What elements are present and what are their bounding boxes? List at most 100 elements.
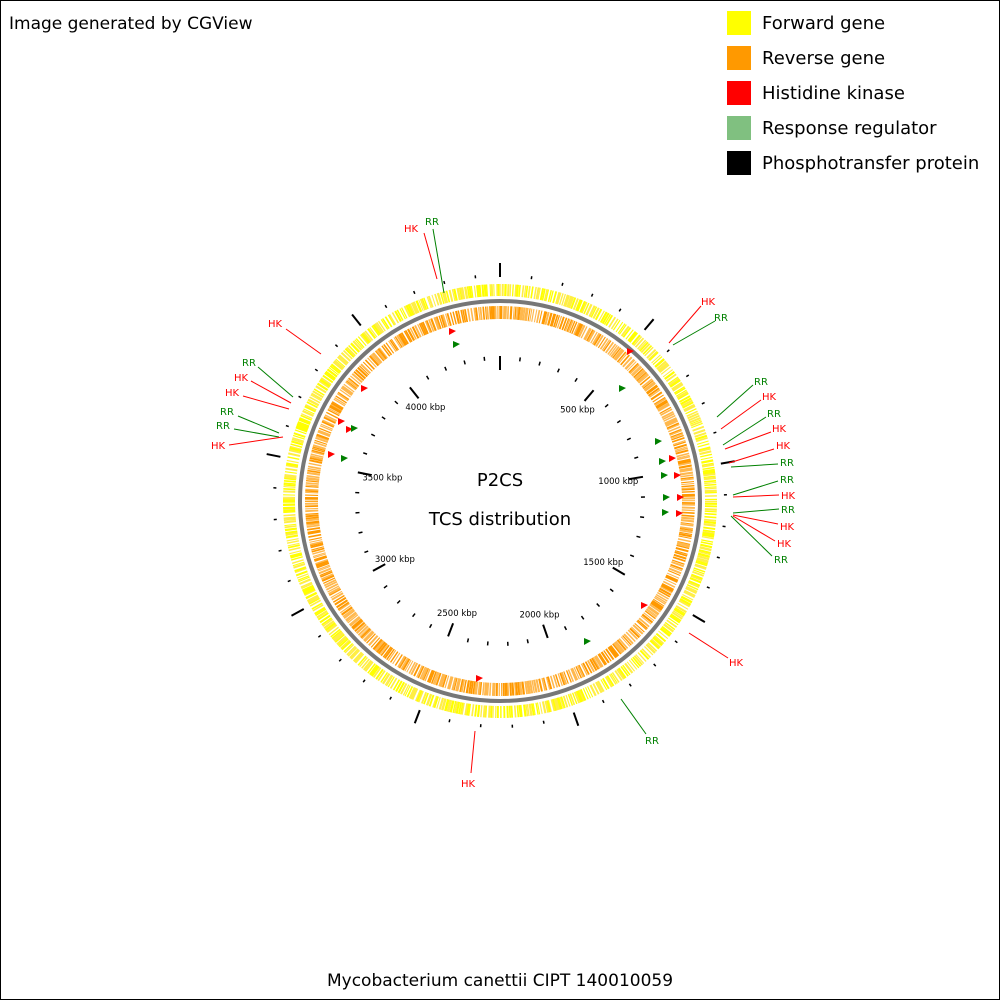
forward-gene [678, 599, 691, 608]
forward-gene [283, 514, 296, 517]
feature-label: HK [268, 319, 283, 330]
forward-gene [579, 300, 587, 313]
reverse-gene [671, 434, 684, 441]
forward-gene [627, 331, 637, 342]
reverse-gene [643, 612, 655, 622]
forward-gene [310, 392, 323, 401]
forward-gene [317, 612, 329, 621]
reverse-gene [675, 449, 689, 455]
legend-swatch [727, 116, 751, 140]
forward-gene [673, 608, 686, 617]
forward-gene [423, 692, 429, 705]
leader-line [716, 384, 754, 418]
reverse-gene [309, 541, 324, 547]
forward-gene [527, 285, 531, 299]
forward-gene [689, 576, 702, 584]
forward-gene [415, 300, 423, 313]
reverse-gene [402, 658, 411, 671]
forward-gene [530, 703, 535, 716]
reverse-gene [486, 306, 490, 320]
forward-gene [285, 464, 298, 469]
forward-gene [700, 541, 713, 546]
forward-gene [460, 287, 465, 300]
reverse-gene [639, 375, 651, 386]
forward-gene [617, 667, 627, 679]
reverse-gene [657, 402, 670, 411]
forward-gene [311, 602, 323, 610]
feature-arrow [663, 494, 670, 501]
reverse-gene [677, 458, 691, 464]
forward-gene [576, 690, 584, 703]
forward-gene [547, 289, 552, 302]
reverse-gene [554, 315, 561, 328]
forward-gene [319, 378, 331, 388]
forward-gene [541, 288, 546, 301]
reverse-gene [343, 609, 356, 619]
inner-tick [370, 433, 376, 437]
forward-gene [355, 338, 365, 349]
reverse-gene [514, 306, 517, 320]
forward-gene [411, 301, 419, 314]
reverse-gene [345, 381, 357, 391]
forward-gene [594, 308, 603, 321]
forward-gene [659, 627, 671, 637]
reverse-gene [545, 676, 551, 690]
forward-gene [585, 687, 592, 699]
reverse-gene [424, 668, 431, 682]
inner-tick [396, 599, 401, 604]
tick-label: 3500 kbp [362, 473, 402, 483]
leader-line [285, 328, 322, 355]
inner-tick [426, 375, 430, 380]
reverse-gene [349, 616, 361, 627]
outer-tick [384, 304, 388, 309]
reverse-gene [665, 575, 678, 583]
forward-gene [290, 556, 303, 561]
forward-gene [664, 621, 676, 631]
reverse-gene [370, 354, 381, 365]
reverse-gene [618, 352, 628, 364]
reverse-gene [519, 307, 523, 321]
reverse-gene [403, 330, 412, 343]
forward-gene [464, 703, 469, 716]
forward-gene [601, 312, 610, 325]
feature-arrow [641, 602, 648, 609]
reverse-gene [463, 679, 467, 693]
reverse-gene [439, 674, 446, 688]
forward-gene [283, 488, 296, 491]
forward-gene [608, 673, 617, 685]
backbone [298, 299, 702, 703]
forward-gene [284, 527, 297, 532]
outer-tick [266, 453, 281, 458]
reverse-gene [428, 670, 436, 684]
reverse-gene [634, 369, 646, 380]
outer-tick [287, 579, 291, 583]
reverse-gene [315, 435, 329, 442]
forward-gene [439, 292, 445, 305]
outer-tick [412, 290, 416, 295]
forward-gene [465, 703, 470, 716]
inner-tick [629, 554, 635, 558]
reverse-gene [677, 538, 691, 543]
forward-gene [622, 664, 631, 676]
reverse-gene [337, 391, 350, 401]
forward-gene [449, 700, 455, 713]
reverse-gene [339, 604, 352, 614]
forward-gene [312, 604, 324, 612]
forward-gene [681, 399, 693, 407]
forward-gene [610, 318, 619, 330]
forward-gene [588, 305, 596, 318]
reverse-gene [418, 323, 426, 336]
forward-gene [644, 346, 654, 357]
reverse-gene [660, 584, 674, 593]
leader-line [732, 515, 776, 542]
reverse-gene [389, 339, 398, 352]
forward-gene [340, 351, 352, 362]
reverse-gene [309, 539, 323, 543]
forward-gene [488, 705, 491, 718]
reverse-gene [674, 551, 688, 557]
feature-arrow [677, 494, 684, 501]
forward-gene [338, 354, 349, 365]
forward-gene [373, 322, 383, 335]
reverse-gene [556, 315, 563, 329]
reverse-gene [308, 462, 322, 467]
